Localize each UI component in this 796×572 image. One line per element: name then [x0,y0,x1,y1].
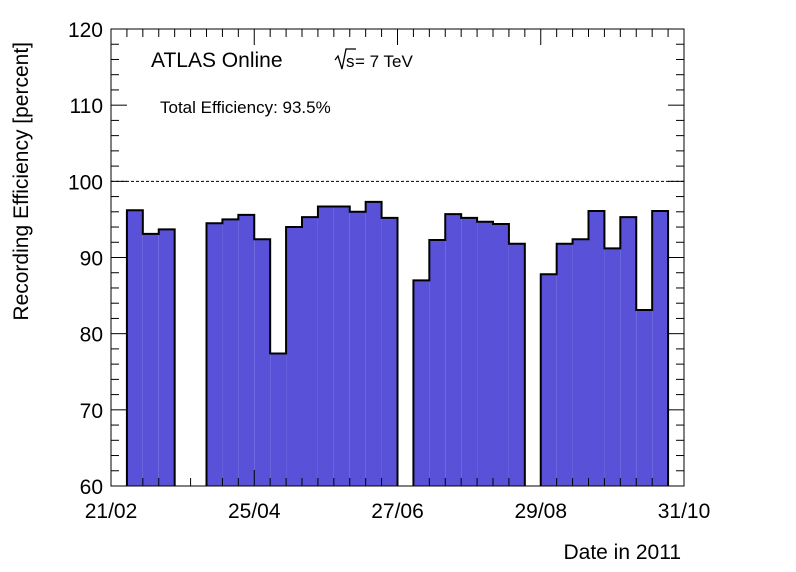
histogram-bar [588,211,605,487]
histogram-bar [572,239,589,486]
histogram-bar [413,280,430,486]
histogram-bar [365,201,382,486]
x-tick-label: 29/08 [514,500,567,523]
histogram-bar [126,210,143,486]
histogram-bar [493,223,509,487]
histogram-bar [604,248,621,486]
y-tick-label: 90 [80,248,103,271]
histogram-bar [286,227,302,486]
y-tick-labels: 60 70 80 90 100 110 120 [68,19,103,499]
x-tick-label: 25/04 [228,500,281,523]
histogram-bar [254,239,271,486]
histogram-bars [125,200,670,487]
y-tick-label: 70 [80,400,103,423]
y-tick-label: 60 [80,476,103,499]
y-axis-title: Recording Efficiency [percent] [10,42,33,321]
histogram-bar [317,206,334,486]
histogram-bar [349,211,366,487]
histogram-bar [333,206,350,486]
energy-value: = 7 TeV [355,52,413,71]
histogram-bar [381,217,398,486]
plot-frame [110,28,685,487]
x-tick-labels: 21/02 25/04 27/06 29/08 31/10 [85,500,711,523]
histogram-bar [222,219,239,487]
y-tick-label: 110 [70,95,103,118]
histogram-bar [508,243,525,486]
x-tick-label: 31/10 [658,500,711,523]
atlas-label: ATLAS Online [151,49,283,72]
histogram-bar [429,239,446,486]
y-tick-label: 120 [68,19,103,42]
histogram-bar [206,223,223,487]
x-axis-title: Date in 2011 [563,541,681,564]
energy-sqrt-s: s [346,52,355,71]
histogram-bar [636,310,653,486]
histogram-bar [620,217,637,486]
histogram-bar [302,217,318,486]
histogram-bar [461,217,478,486]
histogram-bar [445,214,462,486]
histogram-bar [652,211,669,487]
histogram-bar [238,214,255,486]
histogram-bar [477,221,493,486]
histogram-bar [540,274,557,486]
x-tick-label: 21/02 [85,500,138,523]
histogram-bar [556,243,573,486]
y-tick-label: 80 [80,324,103,347]
histogram-bar [158,229,175,486]
histogram-bar [270,353,287,486]
histogram-outline [125,200,670,486]
x-tick-label: 27/06 [371,500,424,523]
total-efficiency-label: Total Efficiency: 93.5% [160,98,331,117]
y-tick-label: 100 [68,171,103,194]
histogram-bar [142,233,159,486]
sqrt-symbol [334,48,356,70]
